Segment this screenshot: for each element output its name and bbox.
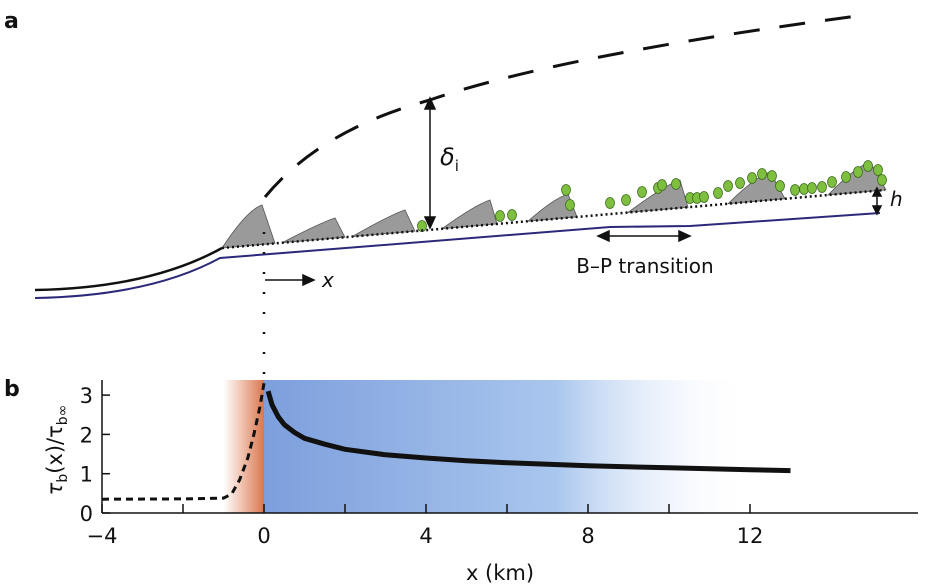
y-axis-label: τb(x)/τb∞ xyxy=(43,405,71,496)
x-direction-label: x xyxy=(321,268,334,292)
bed-line xyxy=(34,212,881,299)
x-tick-label: 12 xyxy=(737,524,764,548)
sediment-clast xyxy=(713,187,723,199)
y-tick-label: 0 xyxy=(80,502,93,526)
bp-transition-arrow xyxy=(596,229,692,243)
h-label: h xyxy=(890,187,903,211)
sediment-clast xyxy=(495,210,505,222)
series-upstream-dashed xyxy=(101,383,266,501)
ice-wedge xyxy=(440,199,498,230)
ice-wedge xyxy=(351,209,416,238)
delta-label: δi xyxy=(440,143,459,175)
sediment-clast xyxy=(817,181,827,193)
series-downstream-solid xyxy=(265,390,791,474)
sediment-clast xyxy=(657,179,667,191)
sediment-clast xyxy=(873,164,883,176)
sediment-clast xyxy=(621,194,631,206)
shading-blue xyxy=(264,380,750,513)
bp-transition-label: B–P transition xyxy=(576,254,713,278)
x-tick-label: −4 xyxy=(87,524,118,548)
x-tick-label: 8 xyxy=(581,524,594,548)
ice-wedge xyxy=(281,217,346,244)
sediment-clast xyxy=(561,184,571,196)
calving-wedges xyxy=(221,161,887,249)
sediment-clast xyxy=(671,178,681,190)
sediment-clast xyxy=(747,172,757,184)
sediment-clast xyxy=(735,177,745,189)
sediment-clast xyxy=(767,170,777,182)
sediment-clast xyxy=(841,171,851,183)
y-tick-label: 1 xyxy=(80,463,93,487)
shading-red xyxy=(223,380,264,513)
sediment-clast xyxy=(863,160,873,172)
sediment-clast xyxy=(637,186,647,198)
h-arrow xyxy=(871,186,883,216)
sediment-clast xyxy=(565,199,575,211)
sediment-clast xyxy=(790,184,800,196)
sediment-clast xyxy=(699,191,709,203)
sediment-clast xyxy=(853,166,863,178)
ice-base-dotted xyxy=(221,188,886,250)
x-tick-label: 4 xyxy=(419,524,432,548)
x-axis-label: x (km) xyxy=(466,561,534,585)
sediment-clast xyxy=(827,176,837,188)
ice-surface-dashed xyxy=(263,13,866,198)
panel-b-label: b xyxy=(4,377,20,402)
sediment-clasts xyxy=(417,160,887,232)
y-tick-label: 2 xyxy=(80,423,93,447)
delta-arrow xyxy=(423,96,437,230)
sediment-clast xyxy=(877,174,887,186)
sediment-clast xyxy=(799,183,809,195)
sediment-clast xyxy=(775,180,785,192)
sediment-clast xyxy=(757,168,767,180)
sediment-clast xyxy=(507,209,517,221)
sediment-clast xyxy=(723,180,733,192)
ice-base-solid xyxy=(34,246,223,292)
sediment-clast xyxy=(807,182,817,194)
panel-a-label: a xyxy=(4,9,19,34)
y-tick-label: 3 xyxy=(80,384,93,408)
ice-wedge xyxy=(221,204,276,249)
x-direction-arrow xyxy=(265,273,316,287)
sediment-clast xyxy=(605,197,615,209)
x-tick-label: 0 xyxy=(257,524,270,548)
